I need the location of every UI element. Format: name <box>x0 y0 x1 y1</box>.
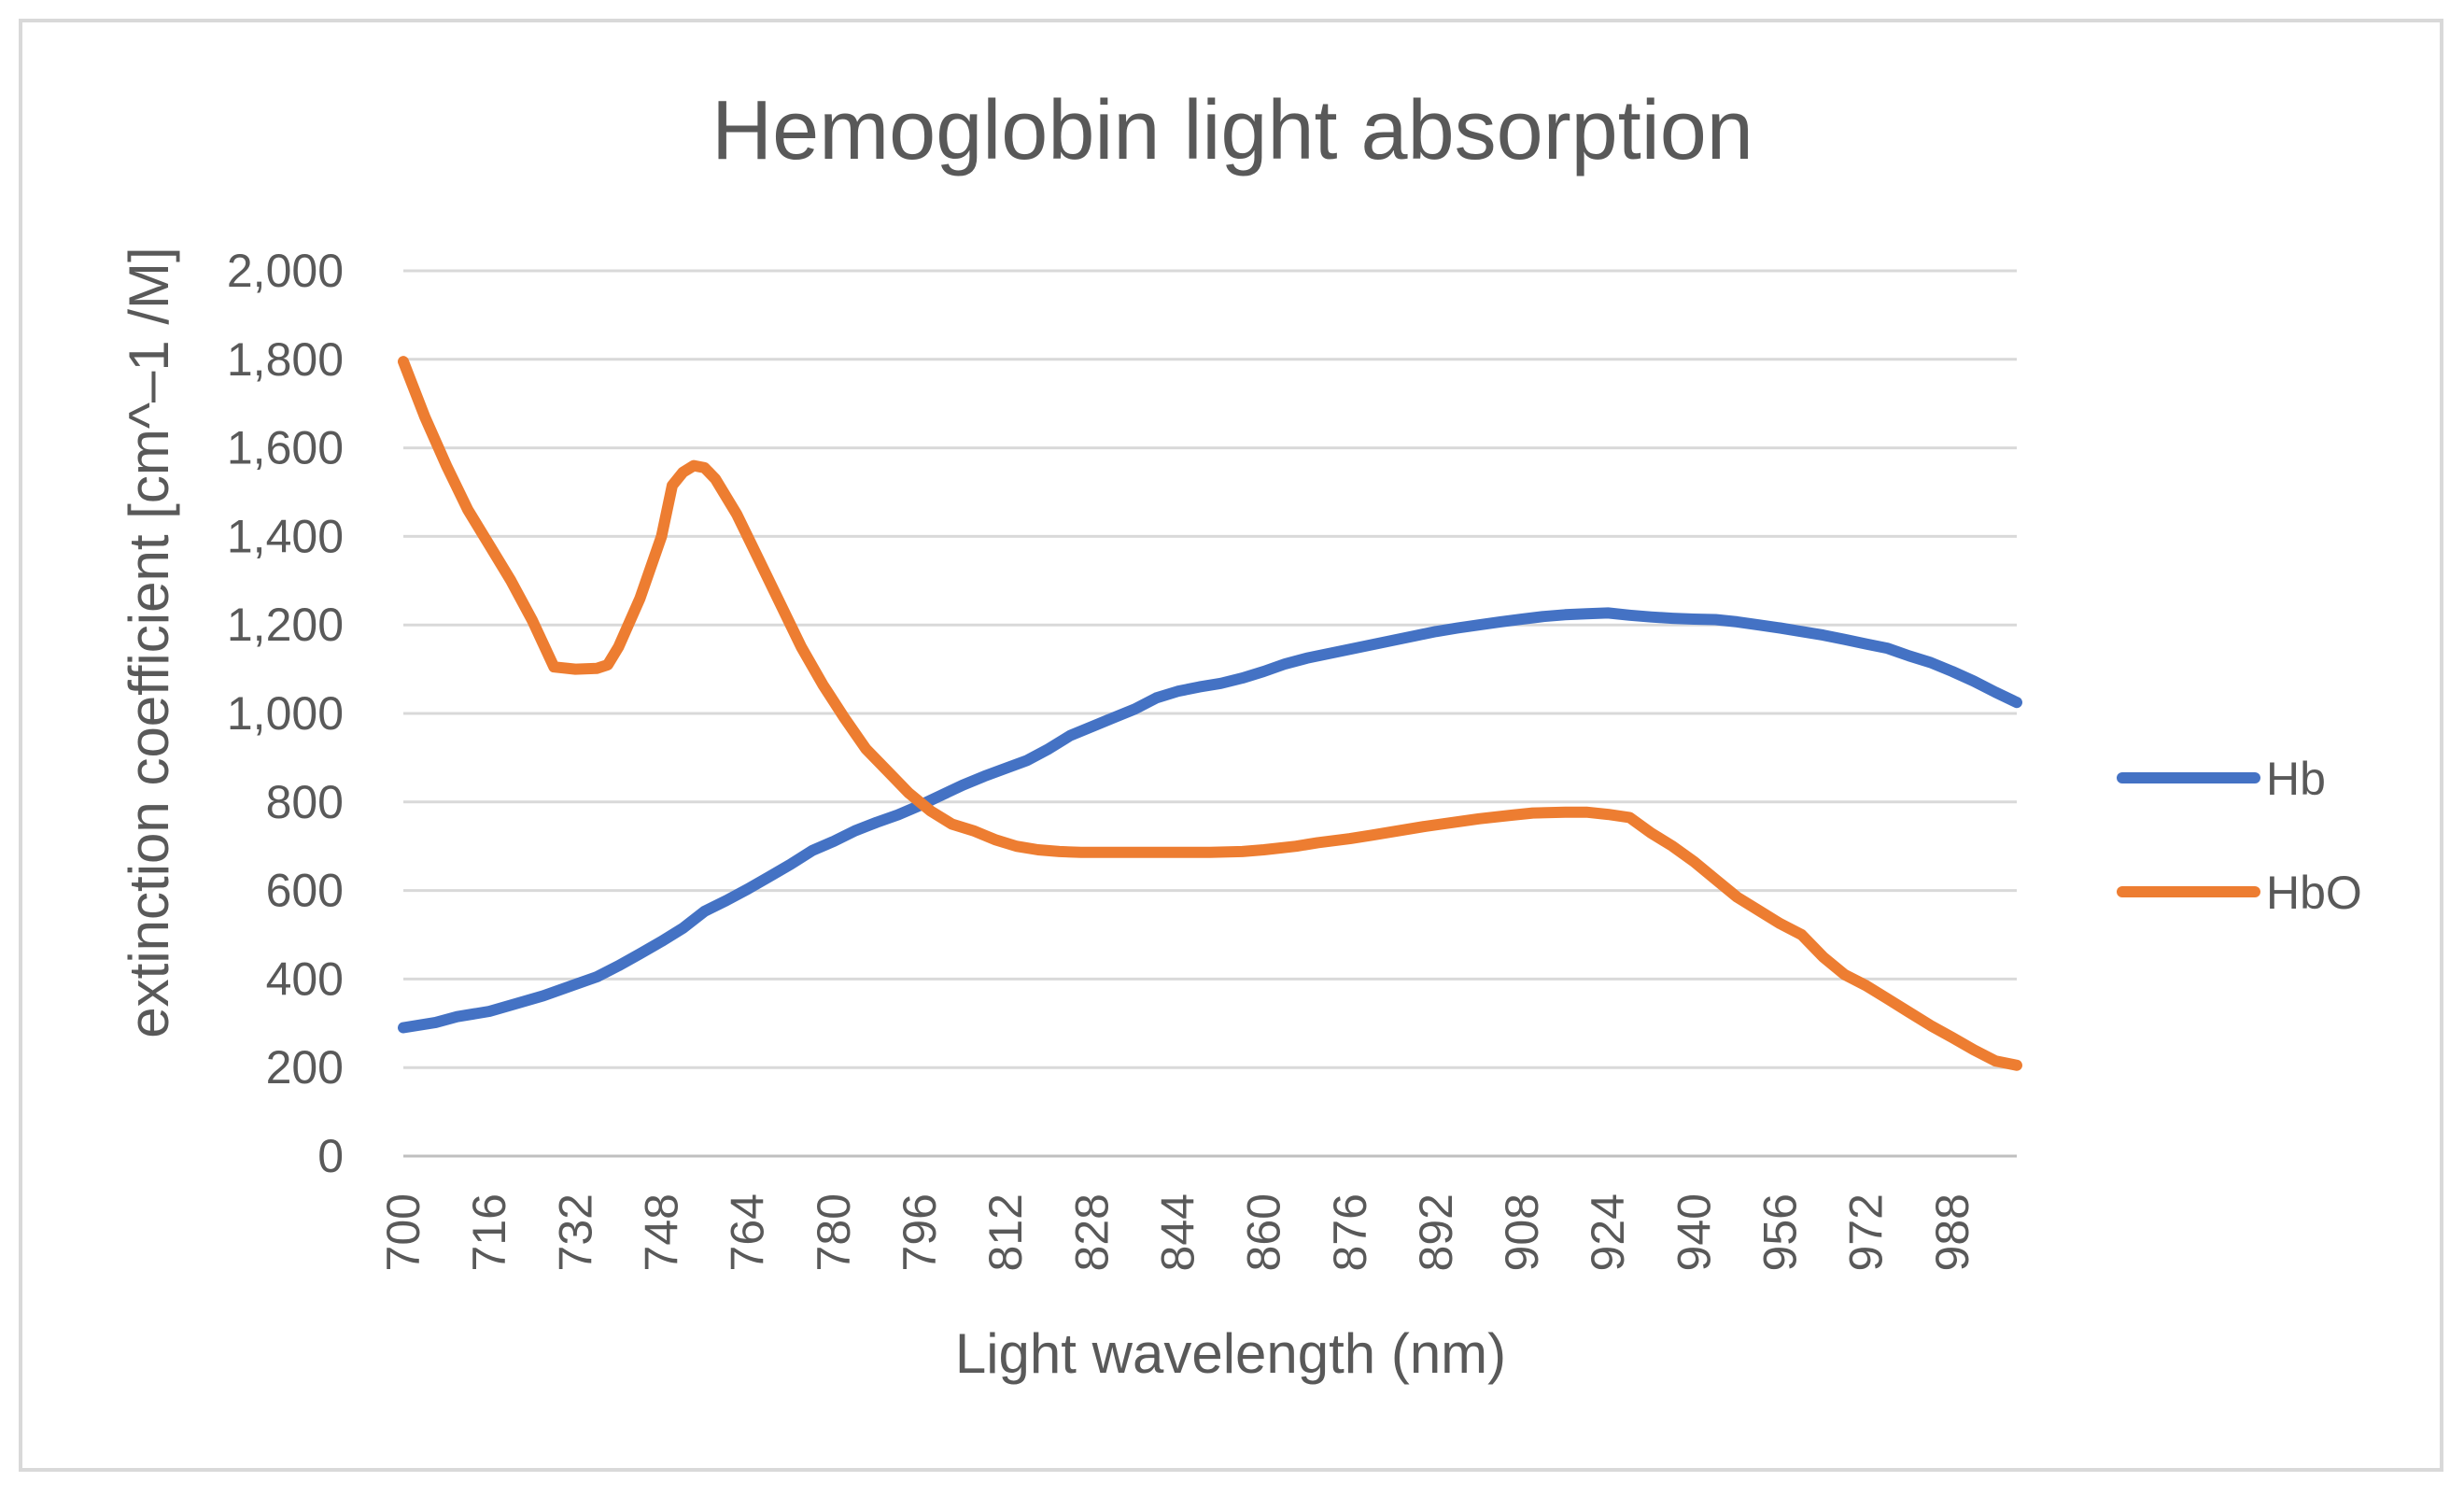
x-axis: 700 716 732 748 764 780 796 812 828 844 860 876 892 9… <box>377 1193 1978 1271</box>
y-axis: 0 200 400 600 800 1,000 1,200 1,400 1,600 1,800 2,… <box>227 245 344 1182</box>
x-tick-label-940: 940 <box>1668 1193 1720 1271</box>
y-tick-label-400: 400 <box>266 953 344 1005</box>
legend-label-hb: Hb <box>2266 753 2326 805</box>
y-tick-label-1800: 1,800 <box>227 333 344 386</box>
x-tick-label-796: 796 <box>894 1193 946 1271</box>
x-tick-label-908: 908 <box>1496 1193 1548 1271</box>
y-tick-label-1200: 1,200 <box>227 599 344 651</box>
x-tick-label-780: 780 <box>808 1193 860 1271</box>
y-axis-label: extinction coefficient [cm^–1 /M] <box>118 247 180 1037</box>
legend-label-hbo: HbO <box>2266 867 2362 919</box>
x-tick-label-764: 764 <box>722 1193 774 1271</box>
y-tick-label-1600: 1,600 <box>227 422 344 474</box>
y-tick-label-2000: 2,000 <box>227 245 344 297</box>
x-axis-label: Light wavelength (nm) <box>955 1322 1506 1385</box>
y-tick-label-0: 0 <box>317 1130 344 1182</box>
series-line-hbo <box>398 356 2022 1071</box>
series-layer <box>398 356 2022 1071</box>
y-tick-label-1000: 1,000 <box>227 687 344 740</box>
x-tick-label-700: 700 <box>377 1193 429 1271</box>
x-tick-label-716: 716 <box>463 1193 515 1271</box>
series-line-hb <box>398 607 2022 1034</box>
x-tick-label-860: 860 <box>1238 1193 1290 1271</box>
x-tick-label-844: 844 <box>1151 1193 1204 1271</box>
y-tick-label-800: 800 <box>266 776 344 828</box>
x-tick-label-828: 828 <box>1065 1193 1118 1271</box>
legend: Hb HbO <box>2117 753 2362 919</box>
x-tick-label-732: 732 <box>549 1193 601 1271</box>
x-tick-label-892: 892 <box>1410 1193 1462 1271</box>
y-tick-label-600: 600 <box>266 865 344 917</box>
chart-title: Hemoglobin light absorption <box>711 84 1753 177</box>
chart-frame <box>19 19 2443 1472</box>
grid-layer <box>403 269 2017 1158</box>
y-tick-label-200: 200 <box>266 1041 344 1094</box>
x-tick-label-924: 924 <box>1582 1193 1634 1271</box>
x-tick-label-748: 748 <box>635 1193 687 1271</box>
x-tick-label-876: 876 <box>1324 1193 1376 1271</box>
y-tick-label-1400: 1,400 <box>227 510 344 562</box>
x-tick-label-988: 988 <box>1926 1193 1978 1271</box>
x-tick-label-956: 956 <box>1754 1193 1807 1271</box>
x-tick-label-812: 812 <box>979 1193 1032 1271</box>
x-tick-label-972: 972 <box>1840 1193 1893 1271</box>
